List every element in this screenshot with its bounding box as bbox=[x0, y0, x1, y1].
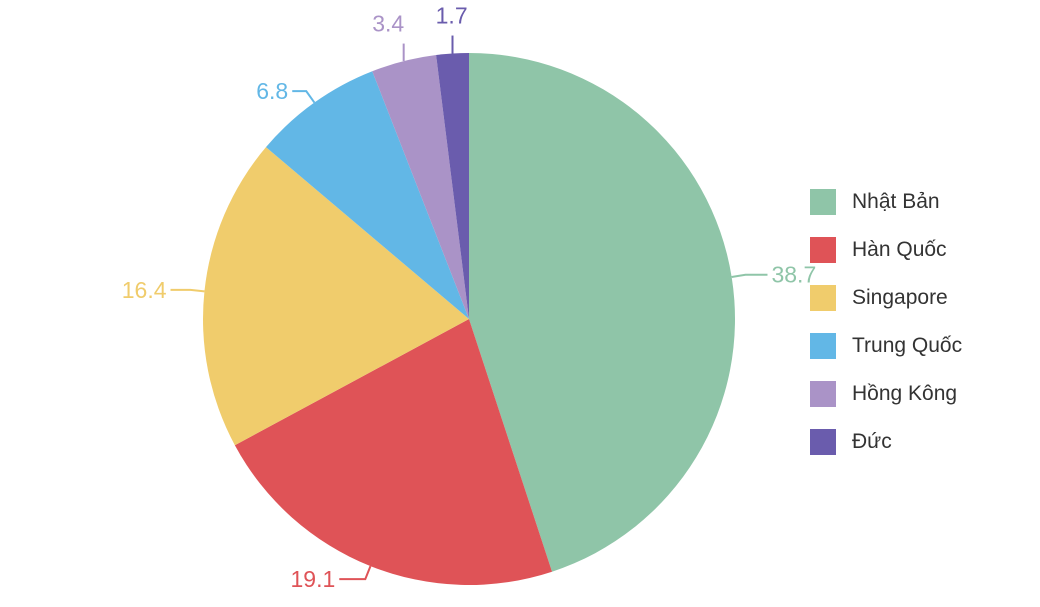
legend-label: Hàn Quốc bbox=[852, 238, 947, 261]
legend-label: Singapore bbox=[852, 286, 948, 309]
leader-line bbox=[292, 90, 316, 104]
legend-label: Nhật Bản bbox=[852, 190, 940, 213]
legend-label: Trung Quốc bbox=[852, 334, 963, 357]
pie-slice bbox=[436, 53, 469, 319]
data-label: 19.1 bbox=[291, 566, 336, 592]
leader-line bbox=[731, 273, 768, 278]
legend-item: Đức bbox=[810, 418, 962, 466]
data-label: 1.7 bbox=[436, 3, 468, 29]
legend: Nhật Bản Hàn Quốc Singapore Trung Quốc Hồng … bbox=[810, 178, 962, 466]
legend-swatch bbox=[810, 333, 836, 359]
legend-swatch bbox=[810, 285, 836, 311]
legend-item: Hàn Quốc bbox=[810, 226, 962, 274]
pie-slice bbox=[372, 55, 469, 319]
data-label: 6.8 bbox=[256, 78, 288, 104]
pie-slice bbox=[234, 319, 553, 585]
legend-swatch bbox=[810, 237, 836, 263]
legend-swatch bbox=[810, 429, 836, 455]
legend-label: Hồng Kông bbox=[852, 382, 958, 405]
legend-swatch bbox=[810, 381, 836, 407]
data-label: 38.7 bbox=[771, 262, 816, 288]
data-label: 3.4 bbox=[372, 11, 404, 37]
pie-slice bbox=[469, 53, 735, 572]
legend-swatch bbox=[810, 189, 836, 215]
pie-slice bbox=[265, 71, 469, 320]
legend-label: Đức bbox=[852, 430, 892, 453]
pie-slice bbox=[202, 147, 469, 446]
legend-item: Nhật Bản bbox=[810, 178, 962, 226]
data-label: 16.4 bbox=[122, 277, 167, 303]
leader-line bbox=[339, 565, 372, 581]
legend-item: Trung Quốc bbox=[810, 322, 962, 370]
leader-line bbox=[170, 288, 205, 293]
legend-item: Singapore bbox=[810, 274, 962, 322]
legend-item: Hồng Kông bbox=[810, 370, 962, 418]
